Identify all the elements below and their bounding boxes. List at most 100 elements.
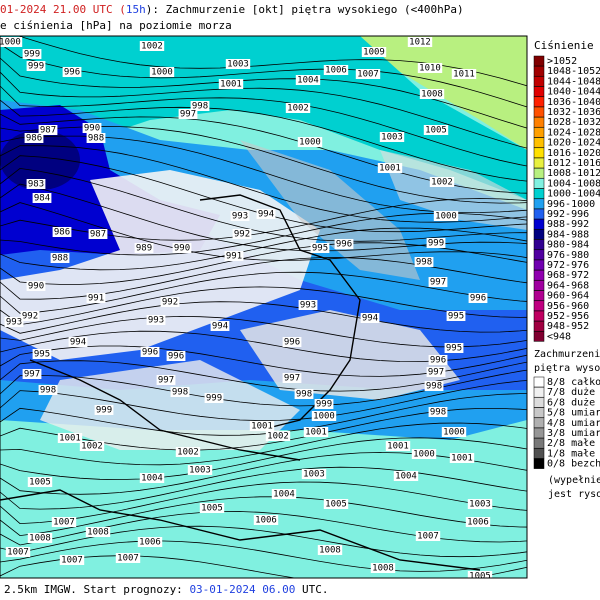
isobar-label-box: [86, 133, 106, 143]
isobar-label-box: [303, 427, 329, 437]
isobar-label-box: [355, 69, 381, 79]
isobar-label-box: [360, 313, 380, 323]
isobar-label: 990: [28, 282, 44, 292]
isobar: [0, 43, 527, 108]
isobar-label: 989: [136, 244, 152, 254]
isobar: [0, 422, 527, 466]
isobar-label-box: [285, 103, 311, 113]
text-segment: 21.00: [53, 3, 86, 16]
isobar: [0, 71, 527, 149]
isobar-label-box: [79, 441, 105, 451]
legend-swatch: [533, 331, 545, 342]
legend-label: 8/8 całkow: [547, 377, 600, 388]
text-segment: UTC.: [295, 583, 328, 596]
legend-label: 1012-1016: [547, 158, 600, 169]
isobar-label-box: [377, 163, 403, 173]
isobar-label: 996: [64, 68, 80, 78]
isobar: [0, 227, 527, 271]
isobar-label: 991: [88, 294, 104, 304]
legend-swatch: [533, 127, 545, 138]
isobar-label: 996: [430, 356, 446, 366]
isobar-label-box: [428, 407, 448, 417]
isobar-label: 993: [148, 316, 164, 326]
isobar: [0, 481, 527, 525]
isobar-label: 1008: [87, 528, 109, 538]
legend-label: 1008-1012: [547, 168, 600, 179]
legend-swatch: [533, 290, 545, 301]
isobar-label: 1005: [469, 572, 491, 582]
isobar: [0, 301, 527, 334]
legend-swatch: [533, 188, 545, 199]
isobar-label: 1001: [59, 434, 81, 444]
legend-swatch: [533, 259, 545, 271]
isobar-label: 987: [90, 230, 106, 240]
isobar-label-box: [415, 531, 441, 541]
isobar-label: 1004: [297, 76, 319, 86]
header-line2: e ciśnienia [hPa] na poziomie morza: [0, 19, 232, 32]
isobar-label-box: [94, 405, 114, 415]
isobar-label-box: [468, 293, 488, 303]
map-frame: [0, 35, 528, 579]
isobar-label-box: [449, 453, 475, 463]
isobar-label-box: [253, 515, 279, 525]
legend-swatch: [533, 320, 545, 332]
isobar-label-box: [323, 65, 349, 75]
isobar-label: 996: [336, 240, 352, 250]
isobar: [0, 525, 527, 558]
isobar-label-box: [424, 381, 444, 391]
isobar-label: 990: [84, 124, 100, 134]
footer: 2.5km IMGW. Start prognozy: 03-01-2024 0…: [4, 583, 329, 596]
text-segment: ): Zachmurzenie [okt] piętra wysokiego (…: [146, 3, 464, 16]
legend-swatch: [533, 386, 545, 398]
isobar-label: 998: [426, 382, 442, 392]
legend-label: 1024-1028: [547, 127, 600, 138]
isobar-label-box: [137, 537, 163, 547]
legend-swatch: [533, 96, 545, 108]
legend-label: 6/8 duże: [547, 397, 595, 408]
isobar-label-box: [295, 75, 321, 85]
isobar-label: 1001: [305, 428, 327, 438]
isobar-label-box: [50, 253, 70, 263]
isobar-label: 1000: [443, 428, 465, 438]
isobar-label: 998: [40, 386, 56, 396]
isobar-label-box: [59, 555, 85, 565]
legend-swatch: [533, 239, 545, 250]
isobar-label: 983: [28, 180, 44, 190]
isobar-label-box: [85, 527, 111, 537]
isobar-label: 1000: [299, 138, 321, 148]
isobar-label: 997: [180, 110, 196, 120]
isobar-label: 996: [168, 352, 184, 362]
isobar-label: 988: [88, 134, 104, 144]
legend-label: 3/8 umiar: [547, 428, 600, 439]
legend-note: (wypełnieni: [548, 475, 600, 486]
legend-label: 952-956: [547, 311, 589, 322]
isobar-label-box: [52, 227, 72, 237]
isobar-label-box: [24, 133, 44, 143]
legend-swatch: [533, 269, 545, 281]
isobar: [0, 330, 527, 363]
isobar-label: 1007: [61, 556, 83, 566]
isobar-label-box: [62, 67, 82, 77]
isobar-label: 1003: [303, 470, 325, 480]
legend-title: piętra wysokie: [534, 363, 600, 374]
isobar-label: 995: [448, 312, 464, 322]
isobar-label-box: [310, 243, 330, 253]
isobar-label: 1004: [395, 472, 417, 482]
isobar-label: 994: [70, 338, 86, 348]
isobar-label-box: [26, 179, 46, 189]
isobar-label-box: [156, 375, 176, 385]
isobar-label-box: [204, 393, 224, 403]
isobar-label: 994: [212, 322, 228, 332]
isobar-label-box: [149, 67, 175, 77]
legend-swatch: [533, 249, 545, 261]
isobar-label-box: [282, 373, 302, 383]
isobar-label-box: [441, 427, 467, 437]
isobar-label: 1007: [53, 518, 75, 528]
isobar-label: 1001: [251, 422, 273, 432]
legend-swatch: [533, 106, 545, 118]
isobar-label: 993: [300, 301, 316, 311]
isobar-label: 1004: [141, 474, 163, 484]
isobar-label: 1002: [431, 178, 453, 188]
isobar-label: 1008: [29, 534, 51, 544]
